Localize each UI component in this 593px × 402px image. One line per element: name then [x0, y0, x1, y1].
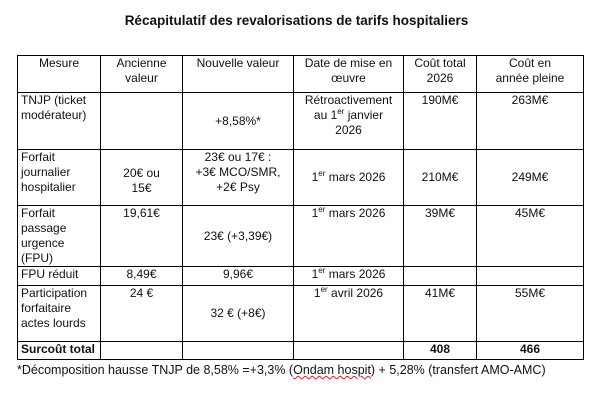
cell-cout-2026: 39M€	[403, 205, 477, 267]
total-row: Surcoût total 408 466	[17, 341, 584, 360]
cell-mesure: FPU réduit	[17, 266, 101, 286]
cell-date: 1er mars 2026	[293, 149, 404, 206]
cell-ancienne: 19,61€	[100, 205, 183, 267]
header-row: Mesure Ancienne valeur Nouvelle valeur Da…	[17, 55, 584, 93]
header-cout-2026: Coût total 2026	[403, 55, 477, 93]
cell-mesure: Forfait journalier hospitalier	[17, 149, 101, 206]
tarifs-table: Mesure Ancienne valeur Nouvelle valeur Da…	[17, 55, 584, 360]
cell-ancienne: 20€ ou 15€	[100, 149, 183, 206]
cell-empty	[293, 341, 404, 360]
table-row: Participation forfaitaire actes lourds 24 …	[17, 285, 584, 342]
header-nouvelle-valeur: Nouvelle valeur	[182, 55, 294, 93]
total-cout-annee: 466	[476, 341, 584, 360]
cell-empty	[100, 341, 183, 360]
total-label: Surcoût total	[17, 341, 101, 360]
cell-cout-annee	[476, 266, 584, 286]
table-row: FPU réduit 8,49€ 9,96€ 1er mars 2026	[17, 266, 584, 286]
cell-nouvelle: 9,96€	[182, 266, 294, 286]
cell-mesure: Participation forfaitaire actes lourds	[17, 285, 101, 342]
cell-mesure: Forfait passage urgence (FPU)	[17, 205, 101, 267]
cell-cout-2026: 210M€	[403, 149, 477, 206]
cell-date: 1er mars 2026	[293, 266, 404, 286]
table-row: Forfait journalier hospitalier 20€ ou 15€ 2…	[17, 149, 584, 206]
total-cout-2026: 408	[403, 341, 477, 360]
cell-nouvelle: 32 € (+8€)	[182, 285, 294, 342]
cell-cout-annee: 55M€	[476, 285, 584, 342]
cell-nouvelle: 23€ (+3,39€)	[182, 205, 294, 267]
cell-date: 1er mars 2026	[293, 205, 404, 267]
header-mesure: Mesure	[17, 55, 101, 93]
cell-nouvelle: +8,58%*	[182, 92, 294, 150]
cell-date: Rétroactivement au 1er janvier 2026	[293, 92, 404, 150]
cell-ancienne: 8,49€	[100, 266, 183, 286]
cell-cout-2026	[403, 266, 477, 286]
cell-ancienne: 24 €	[100, 285, 183, 342]
cell-nouvelle: 23€ ou 17€ : +3€ MCO/SMR, +2€ Psy	[182, 149, 294, 206]
header-ancienne-valeur: Ancienne valeur	[100, 55, 183, 93]
footnote: *Décomposition hausse TNJP de 8,58% =+3,…	[17, 363, 546, 377]
cell-cout-annee: 263M€	[476, 92, 584, 150]
spellcheck-underlined-text: Ondam hospit	[293, 363, 371, 377]
table-row: TNJP (ticket modérateur) +8,58%* Rétroact…	[17, 92, 584, 150]
cell-mesure: TNJP (ticket modérateur)	[17, 92, 101, 150]
cell-empty	[182, 341, 294, 360]
cell-cout-2026: 190M€	[403, 92, 477, 150]
page-title: Récapitulatif des revalorisations de tar…	[124, 13, 469, 28]
cell-cout-annee: 45M€	[476, 205, 584, 267]
header-date: Date de mise en œuvre	[293, 55, 404, 93]
cell-cout-annee: 249M€	[476, 149, 584, 206]
cell-ancienne	[100, 92, 183, 150]
cell-cout-2026: 41M€	[403, 285, 477, 342]
table-row: Forfait passage urgence (FPU) 19,61€ 23€ (…	[17, 205, 584, 267]
header-cout-annee-pleine: Coût en année pleine	[476, 55, 584, 93]
cell-date: 1er avril 2026	[293, 285, 404, 342]
